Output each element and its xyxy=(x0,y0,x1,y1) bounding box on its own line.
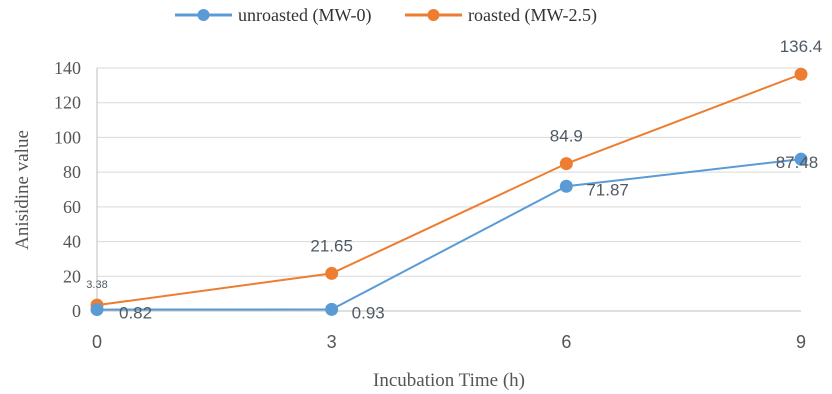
data-label-roasted: 21.65 xyxy=(310,236,353,255)
data-label-roasted: 3.38 xyxy=(86,279,107,291)
y-tick-label: 120 xyxy=(54,93,81,113)
x-tick-label: 9 xyxy=(796,332,806,352)
series-line-roasted xyxy=(96,73,802,307)
axes xyxy=(96,68,801,312)
legend-label-unroasted: unroasted (MW-0) xyxy=(238,5,371,26)
x-tick-labels: 0 3 6 9 xyxy=(92,332,806,352)
x-axis-title: Incubation Time (h) xyxy=(373,370,525,391)
x-tick-label: 3 xyxy=(327,332,337,352)
data-label-unroasted: 0.93 xyxy=(352,303,385,322)
data-label-roasted: 136.4 xyxy=(780,37,823,56)
data-point-roasted xyxy=(325,266,339,280)
y-tick-label: 80 xyxy=(63,162,81,182)
data-point-unroasted xyxy=(794,152,808,166)
x-tick-label: 6 xyxy=(561,332,571,352)
series-group xyxy=(90,67,808,317)
legend-item-unroasted: unroasted (MW-0) xyxy=(175,5,371,26)
y-tick-label: 0 xyxy=(72,301,81,321)
y-tick-label: 40 xyxy=(63,232,81,252)
y-tick-label: 100 xyxy=(54,127,81,147)
data-point-unroasted xyxy=(559,179,573,193)
data-point-unroasted xyxy=(325,302,339,316)
x-tick-label: 0 xyxy=(92,332,102,352)
data-labels: 0.82 0.93 71.87 87.48 3.38 21.65 84.9 136.4 xyxy=(86,37,822,322)
data-label-unroasted: 87.48 xyxy=(776,153,819,172)
data-label-unroasted: 0.82 xyxy=(119,304,152,323)
y-tick-label: 140 xyxy=(54,58,81,78)
legend-marker-roasted xyxy=(427,9,440,21)
data-point-unroasted xyxy=(90,303,104,317)
data-label-roasted: 84.9 xyxy=(550,127,583,146)
y-tick-labels: 0 20 40 60 80 100 120 140 xyxy=(54,58,81,321)
data-label-unroasted: 71.87 xyxy=(586,180,629,199)
legend: unroasted (MW-0) roasted (MW-2.5) xyxy=(175,5,597,26)
legend-label-roasted: roasted (MW-2.5) xyxy=(468,5,597,26)
data-point-roasted xyxy=(559,157,573,171)
y-tick-label: 60 xyxy=(63,197,81,217)
series-line-unroasted xyxy=(96,158,802,311)
legend-item-roasted: roasted (MW-2.5) xyxy=(405,5,597,26)
y-tick-label: 20 xyxy=(63,266,81,286)
data-point-roasted xyxy=(794,67,808,81)
y-axis-title: Anisidine value xyxy=(12,130,33,250)
gridlines xyxy=(97,67,801,277)
legend-marker-unroasted xyxy=(197,9,210,21)
